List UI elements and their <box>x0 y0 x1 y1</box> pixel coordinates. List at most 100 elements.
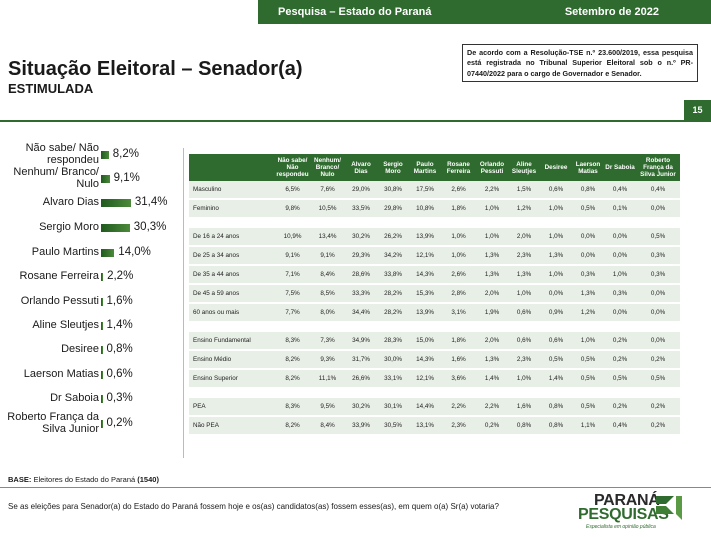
table-row-label: Ensino Fundamental <box>189 332 275 351</box>
crosstab-table: Não sabe/ Não respondeu Nenhum/ Branco/ N… <box>189 154 680 436</box>
table-cell: 33,8% <box>377 265 409 285</box>
table-cell: 9,1% <box>310 246 345 266</box>
table-cell: 0,8% <box>572 181 604 200</box>
base-text: Eleitores do Estado do Paraná <box>33 475 136 484</box>
chart-value-label: 0,6% <box>106 368 133 380</box>
table-cell: 0,2% <box>636 350 680 370</box>
table-header-cell: Alvaro Dias <box>345 154 377 181</box>
table-cell: 28,3% <box>377 332 409 351</box>
table-cell: 1,0% <box>508 284 540 304</box>
table-cell: 1,2% <box>508 199 540 219</box>
table-row-label: 60 anos ou mais <box>189 303 275 323</box>
table-cell: 0,2% <box>476 416 508 436</box>
table-cell: 1,0% <box>441 228 476 247</box>
table-cell: 8,2% <box>275 369 310 389</box>
table-cell: 0,8% <box>540 398 572 417</box>
table-header-cell: Desiree <box>540 154 572 181</box>
table-cell: 8,4% <box>310 416 345 436</box>
table-cell: 1,1% <box>572 416 604 436</box>
table-cell: 0,8% <box>540 416 572 436</box>
table-cell: 0,2% <box>604 398 636 417</box>
table-cell: 0,6% <box>508 303 540 323</box>
base-label: BASE: <box>8 475 32 484</box>
table-row-label: De 35 a 44 anos <box>189 265 275 285</box>
table-cell: 33,5% <box>345 199 377 219</box>
chart-row: Não sabe/ Não respondeu 8,2% <box>0 142 183 167</box>
table-cell: 17,5% <box>409 181 441 200</box>
table-cell: 2,0% <box>476 284 508 304</box>
header-bar: Pesquisa – Estado do Paraná Setembro de … <box>258 0 711 24</box>
table-row-label: Masculino <box>189 181 275 200</box>
table-cell: 7,3% <box>310 332 345 351</box>
table-row: Masculino 6,5% 7,6% 29,0% 30,8% 17,5% 2,6% 2,2%… <box>189 181 680 200</box>
table-cell: 31,7% <box>345 350 377 370</box>
chart-bar <box>101 249 115 257</box>
chart-value-label: 0,3% <box>106 392 133 404</box>
table-cell: 0,8% <box>508 416 540 436</box>
table-header-cell: Aline Sleutjes <box>508 154 540 181</box>
table-header-cell: Roberto França da Silva Junior <box>636 154 680 181</box>
table-cell: 1,0% <box>604 265 636 285</box>
chart-bar <box>101 322 103 330</box>
table-header-cell: Não sabe/ Não respondeu <box>275 154 310 181</box>
parana-pesquisas-logo: PARANÁ PESQUISAS Especialista em opinião… <box>578 490 688 532</box>
table-row: 60 anos ou mais 7,7% 8,0% 34,4% 28,2% 13,9% 3,… <box>189 303 680 323</box>
table-cell: 28,2% <box>377 303 409 323</box>
base-count: (1540) <box>137 475 159 484</box>
table-cell: 0,0% <box>604 303 636 323</box>
table-cell: 28,6% <box>345 265 377 285</box>
table-cell: 1,3% <box>476 265 508 285</box>
chart-bar <box>101 175 110 183</box>
survey-question: Se as eleições para Senador(a) do Estado… <box>8 502 499 511</box>
table-cell: 26,6% <box>345 369 377 389</box>
table-row-label: Não PEA <box>189 416 275 436</box>
table-cell: 9,3% <box>310 350 345 370</box>
chart-value-label: 8,2% <box>112 148 139 160</box>
table-row: Ensino Médio 8,2% 9,3% 31,7% 30,0% 14,3% 1,6% 1… <box>189 350 680 370</box>
chart-category-label: Nenhum/ Branco/ Nulo <box>13 166 99 190</box>
table-header-cell: Laerson Matias <box>572 154 604 181</box>
table-cell: 0,5% <box>572 398 604 417</box>
table-cell: 1,0% <box>572 332 604 351</box>
table-cell: 1,8% <box>441 199 476 219</box>
table-cell: 0,4% <box>636 181 680 200</box>
table-cell: 8,4% <box>310 265 345 285</box>
table-cell: 0,4% <box>604 416 636 436</box>
table-cell: 0,3% <box>572 265 604 285</box>
chart-row: Desiree 0,8% <box>0 338 183 362</box>
table-cell: 0,0% <box>604 228 636 247</box>
divider <box>0 120 711 122</box>
table-cell: 11,1% <box>310 369 345 389</box>
table-row-label: De 45 a 59 anos <box>189 284 275 304</box>
chart-row: Nenhum/ Branco/ Nulo 9,1% <box>0 166 183 191</box>
table-cell: 0,2% <box>604 332 636 351</box>
table-header-row: Não sabe/ Não respondeu Nenhum/ Branco/ N… <box>189 154 680 181</box>
chart-category-label: Desiree <box>61 343 99 355</box>
chart-row: Alvaro Dias 31,4% <box>0 191 183 215</box>
table-cell: 15,3% <box>409 284 441 304</box>
table-cell: 1,0% <box>476 199 508 219</box>
table-cell: 2,6% <box>441 265 476 285</box>
table-row: PEA 8,3% 9,5% 30,2% 30,1% 14,4% 2,2% 2,2% 1,6% 0,… <box>189 398 680 417</box>
chart-category-label: Laerson Matias <box>23 368 99 380</box>
table-cell: 1,4% <box>476 369 508 389</box>
table-row-label: Feminino <box>189 199 275 219</box>
table-cell: 0,0% <box>604 246 636 266</box>
table-cell: 13,9% <box>409 228 441 247</box>
chart-value-label: 30,3% <box>133 221 167 233</box>
table-cell: 0,6% <box>540 332 572 351</box>
table-cell: 13,4% <box>310 228 345 247</box>
table-cell: 1,0% <box>441 246 476 266</box>
chart-row: Laerson Matias 0,6% <box>0 363 183 387</box>
footer-divider <box>0 487 711 488</box>
table-cell: 28,2% <box>377 284 409 304</box>
table-cell: 2,2% <box>441 398 476 417</box>
table-cell: 7,5% <box>275 284 310 304</box>
table-cell: 8,5% <box>310 284 345 304</box>
table-row: De 35 a 44 anos 7,1% 8,4% 28,6% 33,8% 14,3% 2,… <box>189 265 680 285</box>
chart-row: Orlando Pessuti 1,6% <box>0 290 183 314</box>
table-cell: 2,0% <box>508 228 540 247</box>
table-cell: 1,8% <box>441 332 476 351</box>
chart-row: Paulo Martins 14,0% <box>0 241 183 265</box>
table-cell: 30,0% <box>377 350 409 370</box>
